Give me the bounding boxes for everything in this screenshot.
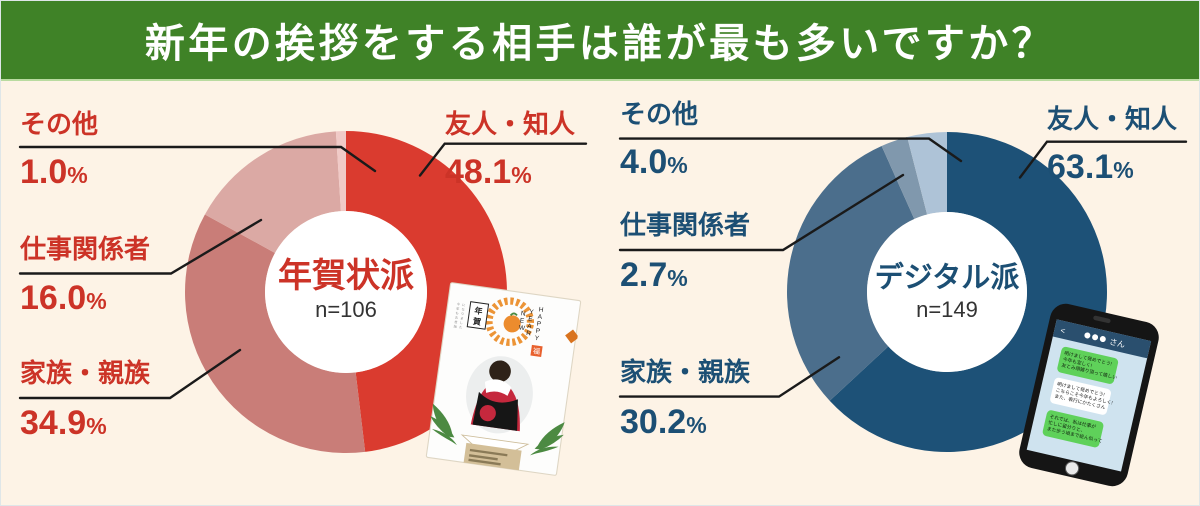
svg-text:り: り — [461, 311, 465, 316]
svg-text:年賀状派: 年賀状派 — [278, 257, 414, 295]
svg-text:福: 福 — [532, 346, 540, 356]
svg-text:し: し — [459, 320, 463, 325]
svg-text:デジタル派: デジタル派 — [875, 260, 1019, 294]
svg-text:賀: 賀 — [471, 316, 481, 327]
svg-text:ま: ま — [460, 315, 464, 320]
svg-text:年: 年 — [474, 305, 483, 316]
svg-text:n=106: n=106 — [315, 297, 377, 322]
svg-text:n=149: n=149 — [916, 297, 978, 322]
svg-text:も: も — [455, 310, 459, 315]
svg-text:な: な — [461, 306, 465, 311]
svg-text:た: た — [459, 324, 463, 329]
